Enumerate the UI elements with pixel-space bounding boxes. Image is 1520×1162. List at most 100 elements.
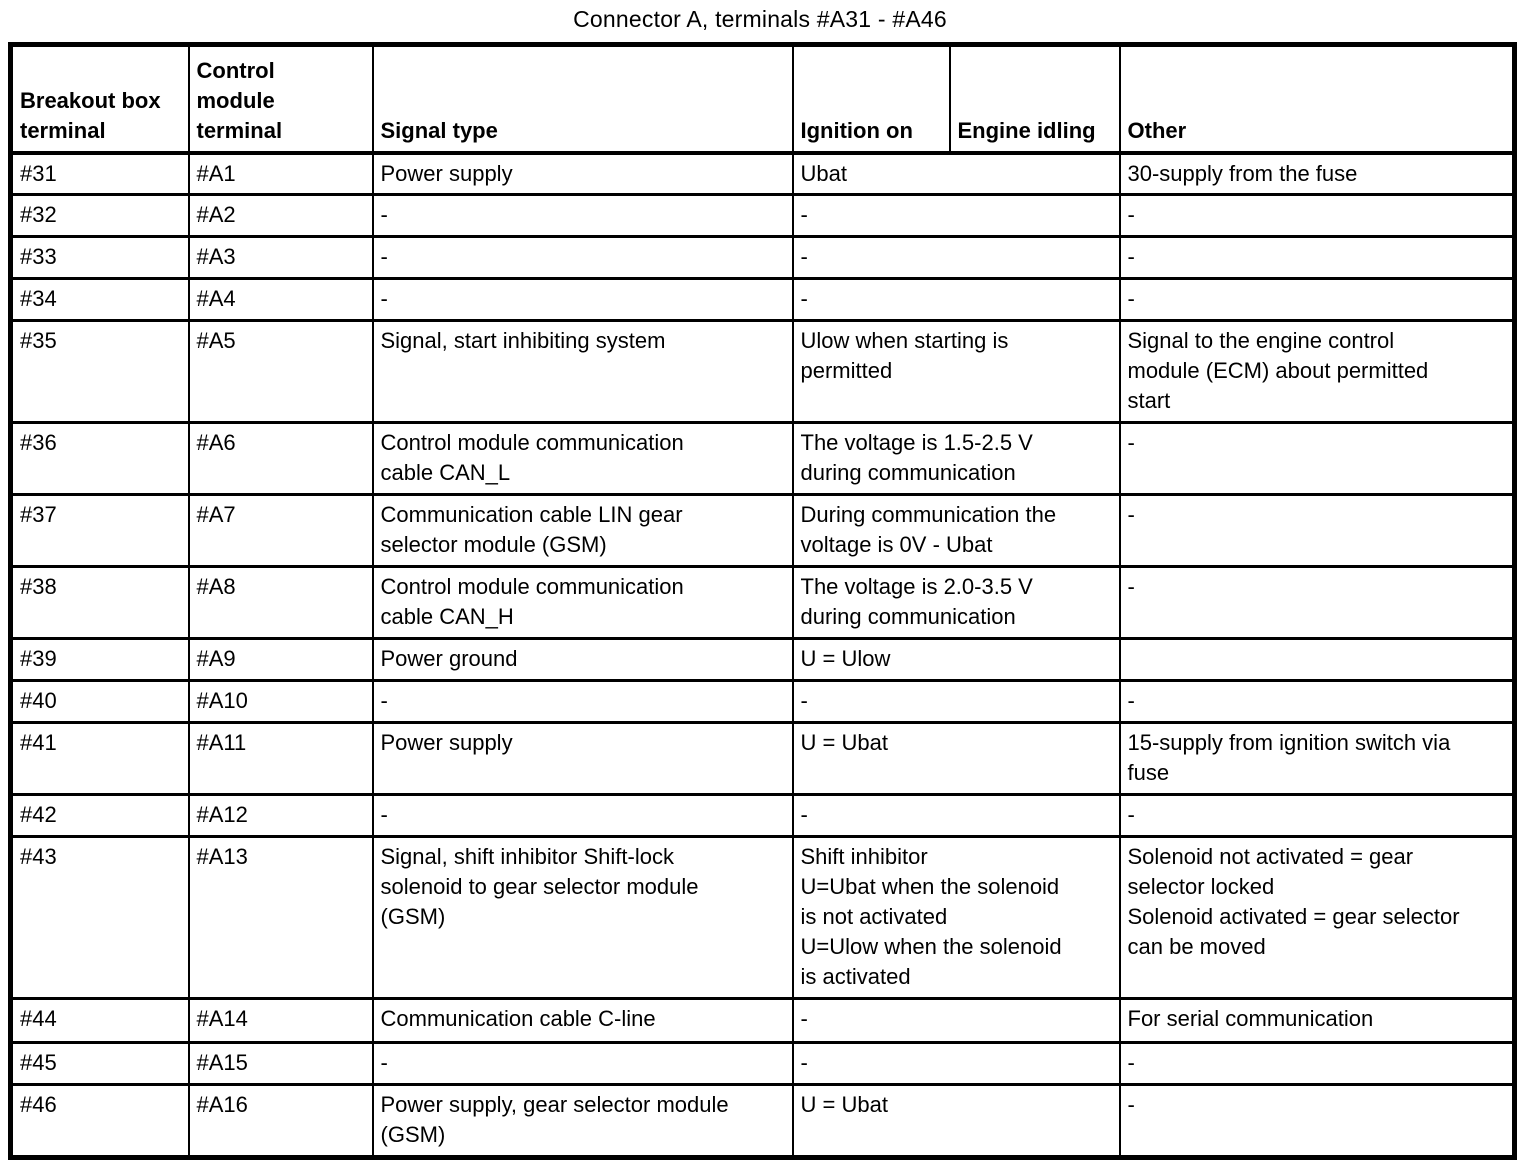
cell-signal-type: -: [371, 235, 794, 280]
cell-control-module-terminal: #A6: [187, 421, 374, 496]
cell-other: -: [1118, 793, 1516, 838]
cell-ignition-engine: -: [791, 193, 1121, 238]
cell-signal-type: Signal, shift inhibitor Shift-lock solen…: [371, 835, 794, 1000]
cell-ignition-engine: During communication the voltage is 0V -…: [791, 493, 1121, 568]
table-row: #41 #A11 Power supply U = Ubat 15-supply…: [9, 721, 1516, 796]
table-row: #42 #A12 - - -: [9, 793, 1516, 838]
cell-signal-type: Power supply: [371, 721, 794, 796]
cell-other: -: [1118, 421, 1516, 496]
cell-breakout-box-terminal: #32: [9, 193, 190, 238]
connector-terminal-table: Breakout box terminal Control module ter…: [8, 42, 1517, 1160]
column-header-control-module-terminal: Control module terminal: [187, 43, 374, 155]
cell-breakout-box-terminal: #38: [9, 565, 190, 640]
cell-other: -: [1118, 493, 1516, 568]
table-row: #43 #A13 Signal, shift inhibitor Shift-l…: [9, 835, 1516, 1000]
cell-signal-type: Communication cable LIN gear selector mo…: [371, 493, 794, 568]
cell-other: Solenoid not activated = gear selector l…: [1118, 835, 1516, 1000]
cell-other: Signal to the engine control module (ECM…: [1118, 319, 1516, 424]
cell-control-module-terminal: #A14: [187, 997, 374, 1044]
cell-other: For serial communication: [1118, 997, 1516, 1044]
cell-breakout-box-terminal: #40: [9, 679, 190, 724]
cell-breakout-box-terminal: #34: [9, 277, 190, 322]
table-row: #32 #A2 - - -: [9, 193, 1516, 238]
table-row: #34 #A4 - - -: [9, 277, 1516, 322]
cell-other: -: [1118, 277, 1516, 322]
cell-ignition-engine: -: [791, 793, 1121, 838]
column-header-ignition-on: Ignition on: [791, 43, 951, 155]
cell-breakout-box-terminal: #31: [9, 151, 190, 196]
cell-control-module-terminal: #A1: [187, 151, 374, 196]
cell-ignition-engine: -: [791, 679, 1121, 724]
cell-control-module-terminal: #A15: [187, 1041, 374, 1086]
cell-signal-type: Power ground: [371, 637, 794, 682]
cell-breakout-box-terminal: #33: [9, 235, 190, 280]
cell-signal-type: -: [371, 277, 794, 322]
page-title: Connector A, terminals #A31 - #A46: [573, 6, 947, 32]
cell-signal-type: Signal, start inhibiting system: [371, 319, 794, 424]
cell-ignition-engine: The voltage is 1.5-2.5 V during communic…: [791, 421, 1121, 496]
cell-breakout-box-terminal: #42: [9, 793, 190, 838]
cell-control-module-terminal: #A7: [187, 493, 374, 568]
cell-control-module-terminal: #A12: [187, 793, 374, 838]
cell-other: -: [1118, 679, 1516, 724]
cell-ignition-engine: -: [791, 1041, 1121, 1086]
cell-ignition-engine: U = Ubat: [791, 1083, 1121, 1159]
cell-breakout-box-terminal: #46: [9, 1083, 190, 1159]
cell-control-module-terminal: #A3: [187, 235, 374, 280]
table-row: #40 #A10 - - -: [9, 679, 1516, 724]
cell-control-module-terminal: #A13: [187, 835, 374, 1000]
cell-ignition-engine: U = Ubat: [791, 721, 1121, 796]
cell-signal-type: Power supply: [371, 151, 794, 196]
column-header-engine-idling: Engine idling: [948, 43, 1121, 155]
cell-signal-type: Control module communication cable CAN_H: [371, 565, 794, 640]
cell-signal-type: -: [371, 1041, 794, 1086]
cell-ignition-engine: -: [791, 235, 1121, 280]
cell-breakout-box-terminal: #41: [9, 721, 190, 796]
cell-breakout-box-terminal: #36: [9, 421, 190, 496]
cell-other: -: [1118, 235, 1516, 280]
cell-other: -: [1118, 565, 1516, 640]
table-row: #33 #A3 - - -: [9, 235, 1516, 280]
table-row: #37 #A7 Communication cable LIN gear sel…: [9, 493, 1516, 568]
cell-other: [1118, 637, 1516, 682]
cell-breakout-box-terminal: #43: [9, 835, 190, 1000]
cell-other: 15-supply from ignition switch via fuse: [1118, 721, 1516, 796]
cell-other: -: [1118, 1041, 1516, 1086]
cell-ignition-engine: U = Ulow: [791, 637, 1121, 682]
cell-ignition-engine: Shift inhibitor U=Ubat when the solenoid…: [791, 835, 1121, 1000]
table-row: #36 #A6 Control module communication cab…: [9, 421, 1516, 496]
cell-control-module-terminal: #A16: [187, 1083, 374, 1159]
cell-ignition-engine: Ulow when starting is permitted: [791, 319, 1121, 424]
cell-ignition-engine: The voltage is 2.0-3.5 V during communic…: [791, 565, 1121, 640]
cell-control-module-terminal: #A10: [187, 679, 374, 724]
cell-control-module-terminal: #A9: [187, 637, 374, 682]
table-row: #31 #A1 Power supply Ubat 30-supply from…: [9, 151, 1516, 196]
cell-other: -: [1118, 193, 1516, 238]
cell-breakout-box-terminal: #44: [9, 997, 190, 1044]
cell-breakout-box-terminal: #45: [9, 1041, 190, 1086]
cell-breakout-box-terminal: #35: [9, 319, 190, 424]
cell-control-module-terminal: #A4: [187, 277, 374, 322]
cell-signal-type: Power supply, gear selector module (GSM): [371, 1083, 794, 1159]
cell-control-module-terminal: #A8: [187, 565, 374, 640]
column-header-breakout-box-terminal: Breakout box terminal: [9, 43, 190, 155]
cell-signal-type: -: [371, 793, 794, 838]
cell-signal-type: Communication cable C-line: [371, 997, 794, 1044]
cell-signal-type: Control module communication cable CAN_L: [371, 421, 794, 496]
cell-signal-type: -: [371, 193, 794, 238]
cell-ignition-engine: -: [791, 277, 1121, 322]
cell-breakout-box-terminal: #39: [9, 637, 190, 682]
table-row: #38 #A8 Control module communication cab…: [9, 565, 1516, 640]
table-row: #39 #A9 Power ground U = Ulow: [9, 637, 1516, 682]
cell-signal-type: -: [371, 679, 794, 724]
cell-control-module-terminal: #A2: [187, 193, 374, 238]
table-row: #45 #A15 - - -: [9, 1041, 1516, 1086]
cell-control-module-terminal: #A11: [187, 721, 374, 796]
column-header-signal-type: Signal type: [371, 43, 794, 155]
cell-control-module-terminal: #A5: [187, 319, 374, 424]
cell-ignition-engine: Ubat: [791, 151, 1121, 196]
table-row: #44 #A14 Communication cable C-line - Fo…: [9, 997, 1516, 1044]
cell-breakout-box-terminal: #37: [9, 493, 190, 568]
column-header-other: Other: [1118, 43, 1516, 155]
cell-ignition-engine: -: [791, 997, 1121, 1044]
